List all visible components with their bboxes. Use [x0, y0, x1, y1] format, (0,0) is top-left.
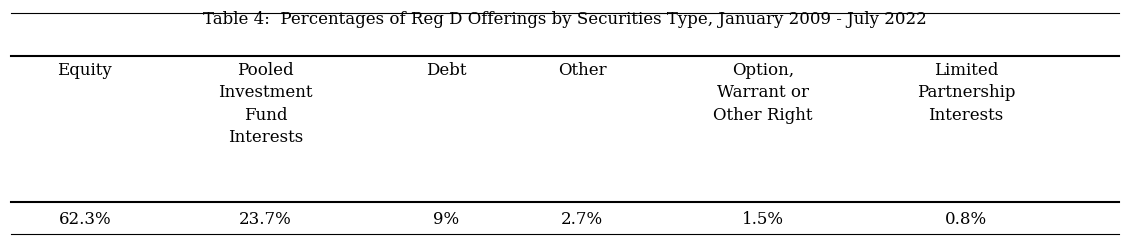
Text: Option,
Warrant or
Other Right: Option, Warrant or Other Right [713, 62, 812, 124]
Text: Table 4:  Percentages of Reg D Offerings by Securities Type, January 2009 - July: Table 4: Percentages of Reg D Offerings … [203, 11, 927, 28]
Text: 23.7%: 23.7% [240, 211, 292, 228]
Text: 62.3%: 62.3% [59, 211, 111, 228]
Text: 0.8%: 0.8% [945, 211, 988, 228]
Text: Debt: Debt [426, 62, 467, 79]
Text: Limited
Partnership
Interests: Limited Partnership Interests [916, 62, 1016, 124]
Text: 2.7%: 2.7% [560, 211, 603, 228]
Text: Pooled
Investment
Fund
Interests: Pooled Investment Fund Interests [218, 62, 313, 146]
Text: 1.5%: 1.5% [741, 211, 784, 228]
Text: Equity: Equity [58, 62, 112, 79]
Text: 9%: 9% [433, 211, 460, 228]
Text: Other: Other [557, 62, 607, 79]
